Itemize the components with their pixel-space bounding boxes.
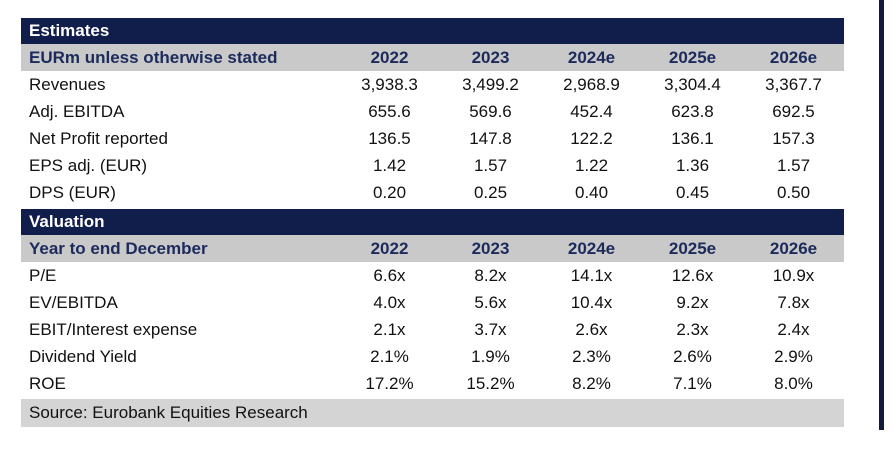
table-cell: 10.4x — [570, 292, 613, 312]
year-header: 2024e — [567, 238, 616, 258]
source-note: Source: Eurobank Equities Research — [21, 399, 844, 427]
table-cell: 0.50 — [776, 182, 811, 202]
row-label: Net Profit reported — [29, 128, 168, 148]
table-cell: 7.1% — [673, 373, 712, 393]
row-label: Revenues — [29, 74, 106, 94]
table-cell: 122.2 — [570, 128, 613, 148]
table-cell: 0.45 — [675, 182, 710, 202]
table-row-pe: P/E 6.6x 8.2x 14.1x 12.6x 10.9x — [21, 262, 844, 289]
table-cell: 136.1 — [671, 128, 714, 148]
row-label: EV/EBITDA — [29, 292, 118, 312]
table-cell: 136.5 — [368, 128, 411, 148]
table-cell: 9.2x — [676, 292, 709, 312]
table-cell: 1.57 — [473, 155, 508, 175]
estimates-section-title: Estimates — [21, 18, 844, 44]
row-label: ROE — [29, 373, 66, 393]
year-header: 2022 — [370, 238, 409, 258]
table-cell: 8.2% — [572, 373, 611, 393]
table-cell: 2.9% — [774, 346, 813, 366]
year-header: 2023 — [471, 238, 510, 258]
table-row-roe: ROE 17.2% 15.2% 8.2% 7.1% 8.0% — [21, 370, 844, 397]
valuation-header-label: Year to end December — [29, 238, 208, 258]
estimates-header-label: EURm unless otherwise stated — [29, 47, 278, 67]
row-label: EBIT/Interest expense — [29, 319, 198, 339]
table-row-dps: DPS (EUR) 0.20 0.25 0.40 0.45 0.50 — [21, 179, 844, 206]
valuation-section-title: Valuation — [21, 209, 844, 235]
year-header: 2026e — [769, 47, 818, 67]
table-cell: 157.3 — [772, 128, 815, 148]
table-cell: 3,938.3 — [361, 74, 418, 94]
table-cell: 8.0% — [774, 373, 813, 393]
year-header: 2022 — [370, 47, 409, 67]
year-header: 2025e — [668, 47, 717, 67]
table-cell: 6.6x — [373, 265, 406, 285]
valuation-header-row: Year to end December 2022 2023 2024e 202… — [21, 235, 844, 262]
right-border-rule — [879, 0, 884, 430]
table-cell: 14.1x — [570, 265, 613, 285]
year-header: 2026e — [769, 238, 818, 258]
year-header: 2025e — [668, 238, 717, 258]
table-cell: 10.9x — [772, 265, 815, 285]
table-cell: 147.8 — [469, 128, 512, 148]
table-cell: 15.2% — [466, 373, 515, 393]
row-label: DPS (EUR) — [29, 182, 116, 202]
table-cell: 0.20 — [372, 182, 407, 202]
row-label: EPS adj. (EUR) — [29, 155, 148, 175]
table-cell: 2.3% — [572, 346, 611, 366]
table-row-ebit-interest: EBIT/Interest expense 2.1x 3.7x 2.6x 2.3… — [21, 316, 844, 343]
estimates-header-row: EURm unless otherwise stated 2022 2023 2… — [21, 44, 844, 71]
financial-table: Estimates EURm unless otherwise stated 2… — [21, 18, 844, 427]
table-cell: 1.9% — [471, 346, 510, 366]
row-label: Adj. EBITDA — [29, 101, 125, 121]
table-cell: 7.8x — [777, 292, 810, 312]
table-cell: 3.7x — [474, 319, 507, 339]
table-row-revenues: Revenues 3,938.3 3,499.2 2,968.9 3,304.4… — [21, 71, 844, 98]
table-cell: 1.57 — [776, 155, 811, 175]
table-row-eps: EPS adj. (EUR) 1.42 1.57 1.22 1.36 1.57 — [21, 152, 844, 179]
table-cell: 2,968.9 — [563, 74, 620, 94]
year-header: 2023 — [471, 47, 510, 67]
table-cell: 2.3x — [676, 319, 709, 339]
table-cell: 3,499.2 — [462, 74, 519, 94]
table-cell: 5.6x — [474, 292, 507, 312]
table-cell: 0.25 — [473, 182, 508, 202]
table-cell: 2.6x — [575, 319, 608, 339]
table-cell: 2.1% — [370, 346, 409, 366]
year-header: 2024e — [567, 47, 616, 67]
table-row-net-profit: Net Profit reported 136.5 147.8 122.2 13… — [21, 125, 844, 152]
table-cell: 2.6% — [673, 346, 712, 366]
row-label: Dividend Yield — [29, 346, 137, 366]
table-cell: 17.2% — [365, 373, 414, 393]
table-cell: 2.4x — [777, 319, 810, 339]
table-cell: 623.8 — [671, 101, 714, 121]
table-cell: 8.2x — [474, 265, 507, 285]
row-label: P/E — [29, 265, 57, 285]
table-cell: 569.6 — [469, 101, 512, 121]
table-cell: 452.4 — [570, 101, 613, 121]
table-cell: 4.0x — [373, 292, 406, 312]
table-cell: 655.6 — [368, 101, 411, 121]
table-cell: 692.5 — [772, 101, 815, 121]
table-cell: 1.36 — [675, 155, 710, 175]
table-cell: 1.42 — [372, 155, 407, 175]
table-cell: 1.22 — [574, 155, 609, 175]
table-cell: 3,367.7 — [765, 74, 822, 94]
table-row-adj-ebitda: Adj. EBITDA 655.6 569.6 452.4 623.8 692.… — [21, 98, 844, 125]
table-row-ev-ebitda: EV/EBITDA 4.0x 5.6x 10.4x 9.2x 7.8x — [21, 289, 844, 316]
table-cell: 0.40 — [574, 182, 609, 202]
table-row-dividend-yield: Dividend Yield 2.1% 1.9% 2.3% 2.6% 2.9% — [21, 343, 844, 370]
table-cell: 12.6x — [671, 265, 714, 285]
table-cell: 2.1x — [373, 319, 406, 339]
table-cell: 3,304.4 — [664, 74, 721, 94]
